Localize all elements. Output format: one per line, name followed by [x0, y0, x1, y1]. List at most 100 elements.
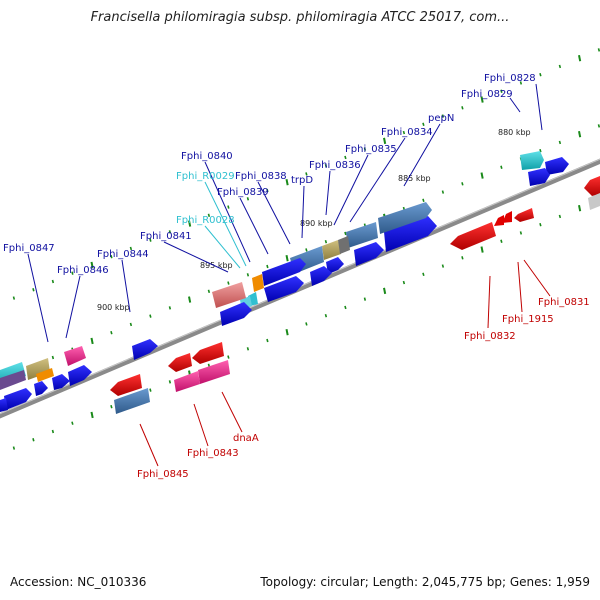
- gene-fphi-0843b[interactable]: [168, 353, 192, 372]
- label-fphi-r0028[interactable]: Fphi_R0028: [176, 215, 235, 226]
- gene-fphi-0843[interactable]: [174, 371, 200, 392]
- gene-fphi-0845-red[interactable]: [110, 374, 142, 396]
- tick-mark: [344, 305, 347, 310]
- tick-mark: [188, 296, 192, 303]
- gene-fphi-0849[interactable]: [34, 381, 48, 396]
- label-fphi-0845[interactable]: Fphi_0845: [137, 469, 189, 480]
- label-fphi-0835[interactable]: Fphi_0835: [345, 144, 397, 155]
- gene-fphi-0830[interactable]: [584, 176, 600, 196]
- tick-mark: [168, 380, 172, 384]
- tick-mark: [480, 246, 484, 253]
- tick-mark: [324, 239, 328, 244]
- gene-fphi-0830b[interactable]: [588, 193, 600, 210]
- tick-mark: [441, 114, 445, 118]
- gene-fphi-0834[interactable]: [378, 202, 432, 234]
- gene-fphi-1915[interactable]: [494, 211, 512, 226]
- gene-fphi-0828[interactable]: [520, 151, 544, 170]
- tick-mark: [305, 322, 308, 326]
- kbp-label-895: 895 kbp: [200, 261, 233, 270]
- gene-fphi-0847[interactable]: [26, 358, 50, 380]
- tick-mark: [461, 256, 464, 260]
- gene-fphi-0840[interactable]: [252, 274, 264, 292]
- gene-fphi-0841[interactable]: [212, 282, 246, 308]
- tick-mark: [344, 231, 347, 236]
- tick-mark: [227, 355, 230, 359]
- gene-fphi-0837[interactable]: [326, 257, 344, 274]
- tick-mark: [324, 313, 328, 318]
- tick-mark: [266, 338, 269, 343]
- tick-mark: [363, 297, 367, 301]
- tick-mark: [285, 179, 289, 186]
- kbp-label-880: 880 kbp: [498, 128, 531, 137]
- label-fphi-0847[interactable]: Fphi_0847: [3, 243, 55, 254]
- gene-fphi-0848[interactable]: [52, 374, 70, 390]
- label-fphi-1915[interactable]: Fphi_1915: [502, 314, 554, 325]
- gene-fphi-0835b[interactable]: [354, 242, 384, 266]
- tick-mark: [480, 96, 484, 103]
- tick-mark: [188, 220, 192, 227]
- tick-mark: [129, 322, 133, 327]
- tick-mark: [539, 72, 542, 77]
- gene-fphi-0852[interactable]: [4, 388, 32, 410]
- label-fphi-0838[interactable]: Fphi_0838: [235, 171, 287, 182]
- scale-ticks: [12, 48, 600, 450]
- gene-fphi-0846[interactable]: [64, 346, 86, 366]
- tick-mark: [12, 446, 16, 450]
- gene-fphi-0835[interactable]: [346, 222, 378, 248]
- label-fphi-0840[interactable]: Fphi_0840: [181, 151, 233, 162]
- tick-mark: [597, 48, 600, 52]
- gene-trpd[interactable]: [338, 236, 350, 254]
- tick-mark: [480, 172, 484, 179]
- gene-pepn[interactable]: [384, 216, 437, 252]
- tick-mark: [90, 337, 94, 345]
- label-fphi-0834[interactable]: Fphi_0834: [381, 127, 433, 138]
- tick-mark: [51, 279, 55, 284]
- gene-fphi-0831[interactable]: [514, 208, 534, 222]
- gene-fphi-0843-red[interactable]: [192, 342, 224, 364]
- tick-mark: [519, 81, 523, 85]
- label-pepn[interactable]: pepN: [428, 113, 454, 124]
- label-dnaa[interactable]: dnaA: [233, 433, 259, 444]
- gene-fphi-0845[interactable]: [114, 388, 150, 414]
- tick-mark: [149, 388, 152, 392]
- label-fphi-0846[interactable]: Fphi_0846: [57, 265, 109, 276]
- gene-fphi-0829[interactable]: [545, 157, 569, 175]
- label-fphi-r0029[interactable]: Fphi_R0029: [176, 171, 235, 182]
- label-fphi-0843[interactable]: Fphi_0843: [187, 448, 239, 459]
- label-fphi-0836[interactable]: Fphi_0836: [309, 160, 361, 171]
- label-fphi-0832[interactable]: Fphi_0832: [464, 331, 516, 342]
- gene-fphi-0844[interactable]: [132, 339, 158, 360]
- tick-mark: [12, 296, 16, 300]
- tick-mark: [129, 246, 133, 251]
- gene-fphi-0836[interactable]: [322, 240, 341, 260]
- tick-mark: [539, 222, 542, 227]
- gene-fphi-0846b[interactable]: [68, 365, 92, 386]
- label-trpd[interactable]: trpD: [291, 175, 313, 186]
- label-fphi-0828[interactable]: Fphi_0828: [484, 73, 536, 84]
- tick-mark: [71, 421, 74, 425]
- label-fphi-0839[interactable]: Fphi_0839: [217, 187, 269, 198]
- gene-fphi-0847b[interactable]: [36, 368, 54, 382]
- gene-fphi-0838b[interactable]: [310, 266, 332, 286]
- tick-mark: [578, 204, 582, 212]
- topology-text: Topology: circular; Length: 2,045,775 bp…: [260, 575, 590, 589]
- gene-dnaa[interactable]: [198, 360, 230, 384]
- kbp-label-890: 890 kbp: [300, 219, 333, 228]
- gene-fphi-0851[interactable]: [0, 370, 26, 390]
- label-fphi-0831[interactable]: Fphi_0831: [538, 297, 590, 308]
- gene-fphi-0839b[interactable]: [264, 276, 304, 302]
- tick-mark: [168, 230, 172, 234]
- label-fphi-0844[interactable]: Fphi_0844: [97, 249, 149, 260]
- label-fphi-0841[interactable]: Fphi_0841: [140, 231, 192, 242]
- gene-fphi-0839[interactable]: [262, 258, 306, 286]
- tick-mark: [110, 404, 113, 409]
- gene-fphi-0853[interactable]: [0, 398, 8, 412]
- label-fphi-0829[interactable]: Fphi_0829: [461, 89, 513, 100]
- tick-mark: [441, 190, 445, 194]
- genome-backbone: [0, 158, 600, 419]
- gene-fphi-0832[interactable]: [450, 222, 496, 250]
- gene-fphi-0828b[interactable]: [528, 168, 550, 186]
- gene-fphi-0842[interactable]: [220, 302, 252, 326]
- tick-mark: [207, 289, 211, 294]
